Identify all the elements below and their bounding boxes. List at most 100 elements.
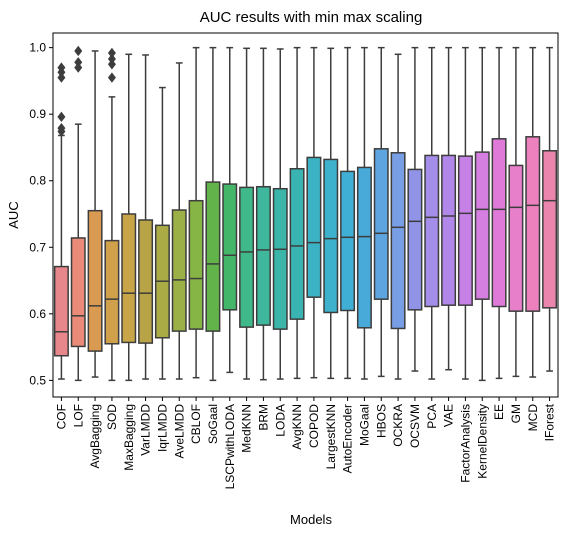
- box-group: [459, 48, 472, 379]
- x-tick-label: MCD: [526, 404, 540, 432]
- box-group: [341, 48, 354, 379]
- x-tick-label: FactorAnalysis: [458, 404, 472, 483]
- x-tick-label: AutoEncoder: [341, 404, 355, 473]
- box-body: [391, 153, 404, 329]
- box-body: [88, 211, 101, 351]
- box-body: [55, 267, 68, 356]
- x-tick-label: AvgKNN: [290, 404, 304, 450]
- x-tick-label: KernelDensity: [475, 404, 489, 479]
- outlier-point: [57, 112, 65, 122]
- x-tick-label: COPOD: [307, 404, 321, 448]
- box-body: [206, 182, 219, 331]
- box-group: [173, 63, 186, 379]
- box-body: [122, 214, 135, 342]
- x-tick-label: PCA: [425, 404, 439, 429]
- box-body: [459, 156, 472, 305]
- box-group: [476, 48, 489, 381]
- box-group: [442, 48, 455, 370]
- box-group: [55, 62, 68, 379]
- x-ticks: COF LOF AvgBagging SOD MaxBagging VarLMDD IqrL…: [54, 397, 556, 489]
- x-tick-label: SoGaal: [206, 404, 220, 444]
- x-tick-label: VAE: [442, 404, 456, 427]
- box-group: [88, 51, 101, 377]
- y-tick-label: 0.8: [29, 174, 46, 188]
- box-body: [375, 149, 388, 299]
- y-ticks: 0.5 0.6 0.7 0.8 0.9 1.0: [29, 41, 53, 388]
- x-tick-label: AvgBagging: [88, 404, 102, 469]
- x-axis-label: Models: [290, 512, 332, 527]
- box-group: [139, 55, 152, 379]
- box-body: [173, 210, 186, 331]
- y-tick-label: 0.7: [29, 240, 46, 254]
- box-body: [139, 220, 152, 343]
- box-body: [257, 187, 270, 325]
- x-tick-label: LOF: [71, 404, 85, 427]
- box-group: [375, 48, 388, 377]
- boxes-layer: [55, 46, 557, 381]
- box-group: [391, 54, 404, 379]
- outlier-point: [108, 48, 116, 58]
- x-tick-label: SOD: [105, 404, 119, 430]
- x-tick-label: IForest: [543, 403, 557, 441]
- box-body: [509, 165, 522, 311]
- box-group: [492, 48, 505, 379]
- box-body: [189, 201, 202, 329]
- box-group: [156, 88, 169, 379]
- box-group: [122, 54, 135, 380]
- box-group: [105, 48, 118, 381]
- box-group: [240, 48, 253, 379]
- box-group: [290, 48, 303, 379]
- box-group: [72, 46, 85, 381]
- box-body: [408, 169, 421, 309]
- box-group: [358, 48, 371, 379]
- x-tick-label: LSCPwithLODA: [223, 404, 237, 489]
- box-body: [543, 151, 556, 308]
- x-tick-label: AveLMDD: [172, 404, 186, 459]
- box-body: [72, 238, 85, 346]
- box-group: [223, 48, 236, 373]
- box-group: [307, 48, 320, 378]
- box-body: [274, 189, 287, 329]
- box-body: [324, 159, 337, 312]
- box-group: [425, 48, 438, 379]
- box-group: [526, 48, 539, 377]
- x-tick-label: CBLOF: [189, 404, 203, 444]
- x-tick-label: BRM: [256, 404, 270, 431]
- x-tick-label: HBOS: [374, 404, 388, 438]
- y-tick-label: 0.9: [29, 107, 46, 121]
- outlier-point: [74, 57, 82, 67]
- x-tick-label: EE: [492, 404, 506, 420]
- y-tick-label: 0.5: [29, 373, 46, 387]
- box-body: [492, 139, 505, 307]
- outlier-point: [108, 72, 116, 82]
- box-group: [189, 48, 202, 378]
- box-group: [274, 49, 287, 379]
- box-body: [105, 241, 118, 344]
- x-tick-label: LODA: [273, 404, 287, 437]
- x-tick-label: VarLMDD: [139, 404, 153, 456]
- box-group: [206, 48, 219, 381]
- x-tick-label: OCSVM: [408, 404, 422, 448]
- x-tick-label: GM: [509, 404, 523, 423]
- y-axis-label: AUC: [6, 201, 21, 228]
- x-tick-label: OCKRA: [391, 404, 405, 447]
- box-group: [408, 48, 421, 371]
- box-group: [509, 48, 522, 377]
- box-body: [223, 184, 236, 310]
- box-group: [543, 48, 556, 371]
- box-group: [324, 48, 337, 378]
- box-body: [341, 171, 354, 310]
- y-tick-label: 0.6: [29, 307, 46, 321]
- x-tick-label: LargestKNN: [324, 404, 338, 469]
- box-body: [240, 187, 253, 327]
- y-tick-label: 1.0: [29, 41, 46, 55]
- box-body: [442, 155, 455, 305]
- x-tick-label: MoGaal: [357, 404, 371, 446]
- box-body: [476, 152, 489, 299]
- outlier-point: [74, 46, 82, 56]
- box-body: [307, 157, 320, 297]
- x-tick-label: MaxBagging: [122, 404, 136, 471]
- box-body: [425, 155, 438, 306]
